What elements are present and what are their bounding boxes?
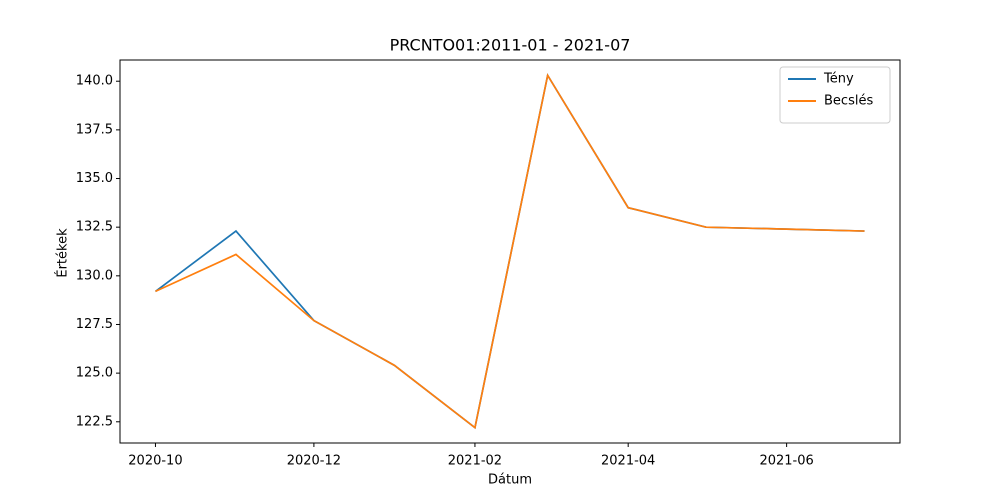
series-line xyxy=(155,73,865,430)
plot-frame xyxy=(119,59,901,444)
x-axis-label: Dátum xyxy=(488,473,532,488)
x-tick-label: 2021-06 xyxy=(759,454,813,469)
x-tick-label: 2021-04 xyxy=(601,454,655,469)
y-tick-label: 135.0 xyxy=(76,171,113,186)
x-tick-label: 2021-02 xyxy=(448,454,502,469)
legend-box xyxy=(779,66,891,124)
y-tick-label: 140.0 xyxy=(76,74,113,89)
x-tick-label: 2020-10 xyxy=(128,454,182,469)
chart-title: PRCNTO01:2011-01 - 2021-07 xyxy=(390,36,631,55)
x-tick-label: 2020-12 xyxy=(287,454,341,469)
y-tick-label: 137.5 xyxy=(76,122,113,137)
y-tick-label: 132.5 xyxy=(76,220,113,235)
y-tick-label: 125.0 xyxy=(76,366,113,381)
y-tick-label: 122.5 xyxy=(76,414,113,429)
y-tick-label: 127.5 xyxy=(76,317,113,332)
y-axis-label: Értékek xyxy=(55,228,71,278)
legend-label: Becslés xyxy=(824,94,873,109)
legend-label: Tény xyxy=(823,72,854,87)
y-tick-label: 130.0 xyxy=(76,268,113,283)
series-line xyxy=(154,73,865,430)
